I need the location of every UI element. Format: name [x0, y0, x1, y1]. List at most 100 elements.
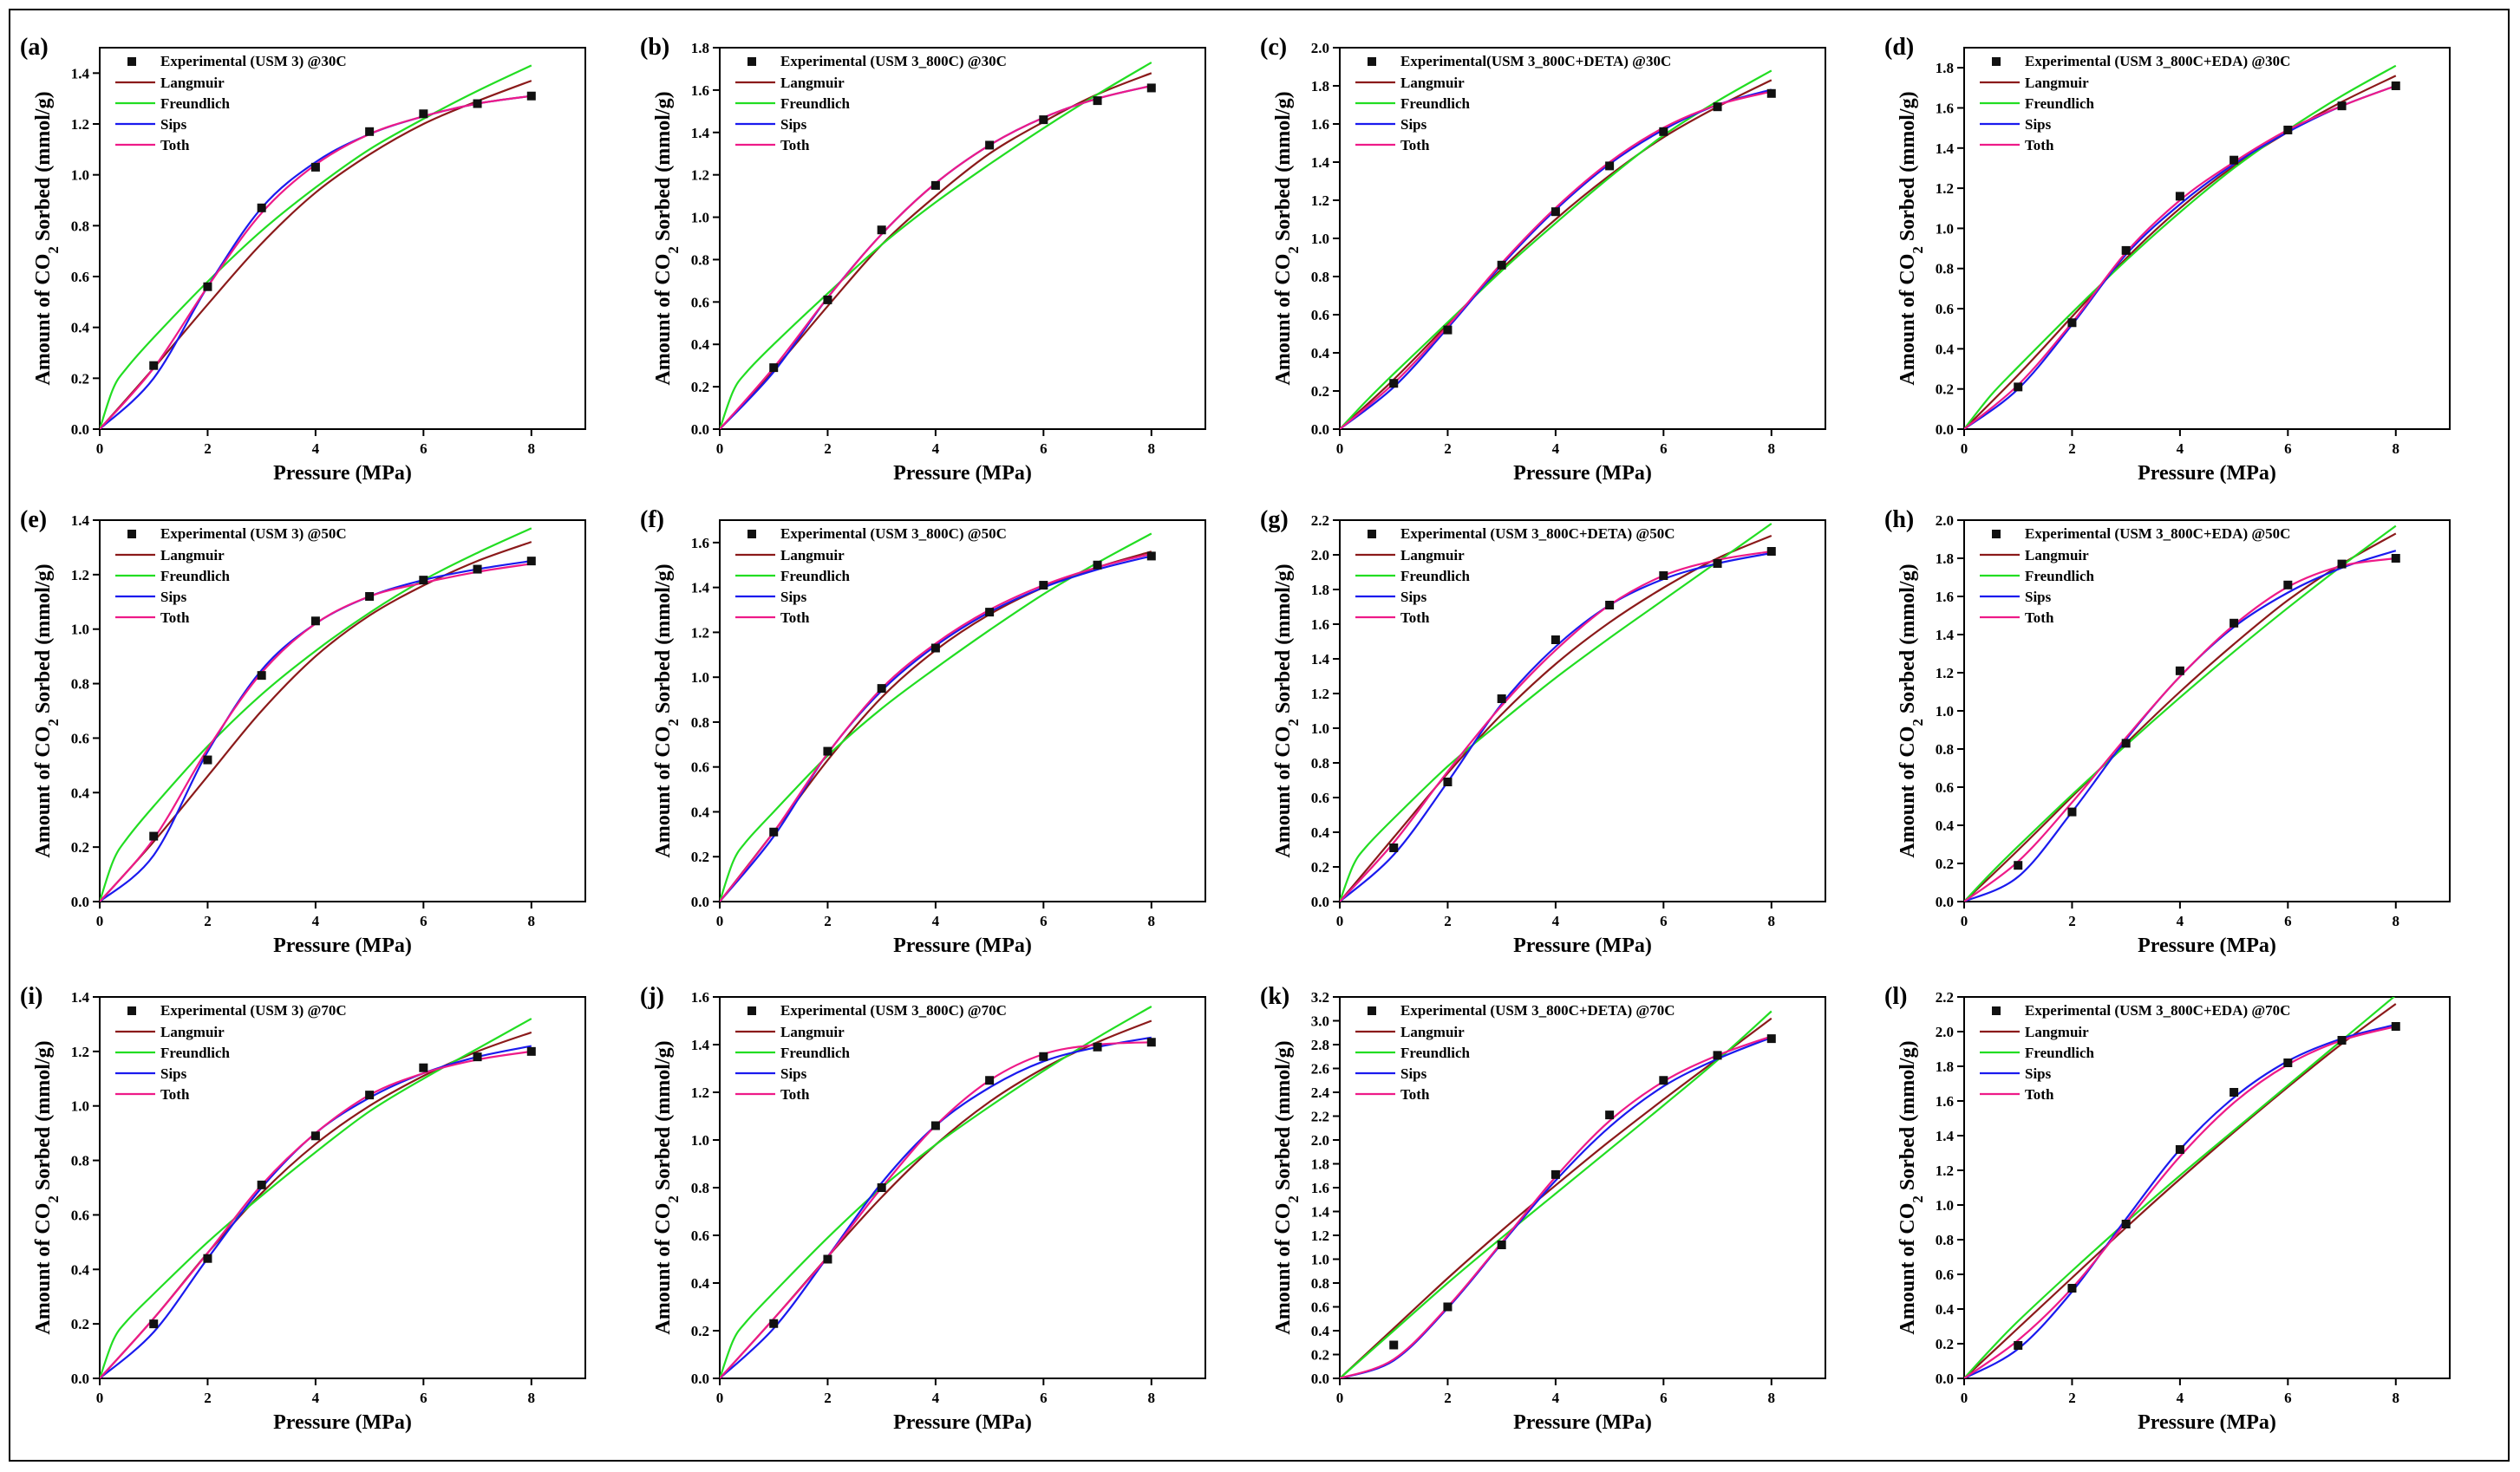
- y-tick-label: 1.6: [1936, 589, 1954, 605]
- panel-label: (e): [20, 506, 47, 533]
- y-tick-label: 0.4: [1311, 1323, 1330, 1339]
- y-tick-label: 0.6: [691, 1228, 709, 1244]
- experimental-point: [2067, 318, 2077, 328]
- panel-label: (i): [20, 983, 42, 1010]
- y-axis-title: Amount of CO2 Sorbed (mmol/g): [1272, 563, 1302, 857]
- y-tick-label: 0.2: [691, 1323, 709, 1339]
- legend-title: Experimental (USM 3_800C+EDA) @50C: [2025, 525, 2290, 542]
- y-tick-label: 1.6: [691, 989, 709, 1006]
- legend-marker-experimental: [1992, 57, 2001, 66]
- x-tick-label: 6: [1660, 440, 1668, 457]
- y-tick-label: 0.0: [1936, 421, 1954, 438]
- x-tick-label: 6: [1040, 1390, 1048, 1406]
- y-tick-label: 0.8: [71, 1153, 89, 1169]
- fit-line-toth: [720, 552, 1152, 902]
- x-tick-label: 2: [824, 440, 832, 457]
- legend-label-sips: Sips: [1400, 589, 1427, 605]
- y-axis-title: Amount of CO2 Sorbed (mmol/g): [1897, 563, 1926, 857]
- experimental-point: [2175, 1145, 2184, 1154]
- experimental-point: [1146, 551, 1156, 561]
- experimental-point: [1766, 88, 1776, 98]
- plot-area: [719, 47, 1206, 430]
- experimental-point: [1605, 1111, 1615, 1120]
- x-tick-label: 8: [528, 913, 536, 929]
- y-tick-label: 1.4: [691, 1037, 710, 1053]
- y-tick-label: 1.8: [1936, 550, 1954, 567]
- y-tick-label: 1.2: [71, 116, 89, 133]
- experimental-point: [1497, 694, 1506, 703]
- legend-label-langmuir: Langmuir: [1400, 547, 1465, 563]
- y-tick-label: 0.2: [71, 839, 89, 856]
- y-tick-label: 0.8: [691, 251, 709, 268]
- experimental-point: [2229, 155, 2239, 165]
- experimental-point: [877, 1183, 886, 1192]
- experimental-point: [1443, 778, 1453, 786]
- y-tick-label: 2.2: [1311, 1109, 1329, 1125]
- y-tick-label: 0.0: [1936, 894, 1954, 910]
- y-axis-title: Amount of CO2 Sorbed (mmol/g): [652, 91, 682, 385]
- x-axis-title: Pressure (MPa): [1513, 462, 1652, 485]
- chart-panel-h: (h) 0 2 4 6 8 0.0 0.2 0.4 0.6 0.8 1.0 1.2 1.4 1.6 1.8 2.…: [1884, 506, 2451, 957]
- legend-label-langmuir: Langmuir: [2025, 75, 2089, 91]
- legend-title: Experimental (USM 3_800C) @30C: [780, 53, 1007, 69]
- x-tick-label: 2: [2068, 913, 2076, 929]
- legend-label-toth: Toth: [2025, 1086, 2054, 1103]
- experimental-point: [2391, 81, 2400, 90]
- experimental-point: [365, 127, 375, 136]
- x-tick-label: 6: [2284, 440, 2292, 457]
- experimental-point: [1605, 161, 1615, 171]
- y-tick-label: 1.4: [71, 989, 90, 1006]
- fit-line-toth: [1964, 84, 2397, 429]
- y-tick-label: 0.2: [691, 379, 709, 395]
- x-axis-title: Pressure (MPa): [273, 462, 412, 485]
- y-tick-label: 1.2: [71, 567, 89, 583]
- x-tick-label: 0: [1961, 440, 1968, 457]
- experimental-point: [1659, 127, 1668, 136]
- y-tick-label: 1.2: [1936, 1163, 1954, 1179]
- fit-line-langmuir: [1340, 79, 1772, 429]
- experimental-point: [2121, 245, 2131, 255]
- x-tick-label: 8: [1148, 913, 1156, 929]
- x-tick-label: 6: [2284, 913, 2292, 929]
- legend-label-toth: Toth: [2025, 137, 2054, 153]
- legend-marker-experimental: [127, 530, 136, 538]
- y-tick-label: 1.6: [691, 82, 709, 99]
- legend-label-langmuir: Langmuir: [780, 1024, 845, 1040]
- y-tick-label: 0.2: [691, 849, 709, 865]
- y-axis-title: Amount of CO2 Sorbed (mmol/g): [652, 563, 682, 857]
- y-tick-label: 0.8: [1936, 261, 1954, 277]
- legend-label-langmuir: Langmuir: [2025, 1024, 2089, 1040]
- fit-line-freundlich: [100, 527, 532, 902]
- legend-title: Experimental (USM 3) @30C: [160, 53, 347, 69]
- y-axis-title: Amount of CO2 Sorbed (mmol/g): [1897, 91, 1926, 385]
- fit-line-freundlich: [1964, 524, 2397, 902]
- fit-line-toth: [100, 94, 532, 429]
- legend-label-toth: Toth: [1400, 137, 1430, 153]
- y-tick-label: 0.4: [71, 320, 90, 336]
- experimental-point: [419, 576, 428, 585]
- legend-marker-experimental: [748, 530, 756, 538]
- chart-panel-l: (l) 0 2 4 6 8 0.0 0.2 0.4 0.6 0.8 1.0 1.2 1.4 1.6 1.8 2.…: [1884, 983, 2451, 1434]
- legend-label-sips: Sips: [1400, 1065, 1427, 1082]
- y-tick-label: 0.4: [691, 1275, 710, 1292]
- fit-line-langmuir: [100, 80, 532, 429]
- legend-title: Experimental (USM 3_800C+DETA) @70C: [1400, 1002, 1675, 1019]
- x-tick-label: 8: [1148, 440, 1156, 457]
- fit-line-toth: [720, 84, 1152, 429]
- experimental-point: [823, 295, 832, 304]
- y-tick-label: 3.0: [1311, 1013, 1329, 1030]
- chart-panel-d: (d) 0 2 4 6 8 0.0 0.2 0.4 0.6 0.8 1.0 1.2 1.4 1.6 1.8 Pr…: [1884, 34, 2451, 485]
- y-tick-label: 1.2: [691, 167, 709, 184]
- fit-line-sips: [1340, 551, 1772, 902]
- legend-title: Experimental (USM 3_800C) @70C: [780, 1002, 1007, 1019]
- y-tick-label: 0.8: [71, 676, 89, 693]
- plot-area: [1963, 47, 2451, 430]
- legend-label-sips: Sips: [780, 116, 807, 133]
- y-tick-label: 2.2: [1311, 512, 1329, 529]
- experimental-point: [149, 361, 159, 370]
- x-axis-title: Pressure (MPa): [273, 1411, 412, 1434]
- experimental-point: [1039, 581, 1048, 590]
- experimental-point: [1497, 1241, 1506, 1249]
- experimental-point: [930, 1121, 940, 1130]
- x-tick-label: 8: [2393, 913, 2400, 929]
